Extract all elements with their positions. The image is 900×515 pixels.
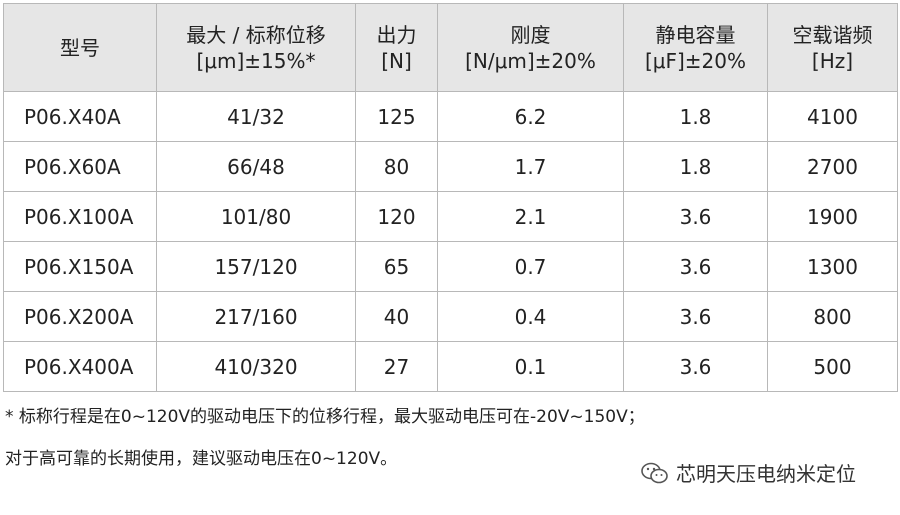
table-cell: 40 bbox=[355, 291, 438, 342]
footnote: * 标称行程是在0~120V的驱动电压下的位移行程，最大驱动电压可在-20V~1… bbox=[5, 407, 645, 427]
table-cell: 4100 bbox=[767, 91, 898, 142]
table-cell: 800 bbox=[767, 291, 898, 342]
table-body: P06.X40A 41/32 125 6.2 1.8 4100 P06.X60A 66/48 8… bbox=[3, 91, 898, 392]
header-text: 出力 bbox=[376, 22, 417, 47]
table-cell: 0.1 bbox=[437, 341, 624, 392]
table-cell: 0.7 bbox=[437, 241, 624, 292]
header-text: 空载谐频 bbox=[792, 22, 873, 47]
table-cell: 3.6 bbox=[623, 241, 768, 292]
spec-table: 型号 最大 / 标称位移 [μm]±15%* 出力 [N] 刚度 [N/μm]±20% 静电容… bbox=[3, 3, 898, 392]
header-cell: 静电容量 [μF]±20% bbox=[623, 3, 768, 92]
table-row: P06.X400A 410/320 27 0.1 3.6 500 bbox=[3, 341, 898, 392]
table-cell: P06.X60A bbox=[3, 141, 157, 192]
table-cell: 27 bbox=[355, 341, 438, 392]
table-cell: 500 bbox=[767, 341, 898, 392]
header-text: [μm]±15%* bbox=[196, 48, 316, 73]
header-text: [N] bbox=[381, 48, 412, 73]
header-text: 型号 bbox=[60, 35, 100, 60]
table-row: P06.X100A 101/80 120 2.1 3.6 1900 bbox=[3, 191, 898, 242]
table-cell: P06.X400A bbox=[3, 341, 157, 392]
table-cell: P06.X100A bbox=[3, 191, 157, 242]
table-row: P06.X200A 217/160 40 0.4 3.6 800 bbox=[3, 291, 898, 342]
header-text: [N/μm]±20% bbox=[465, 48, 596, 73]
table-cell: 410/320 bbox=[156, 341, 356, 392]
header-cell: 型号 bbox=[3, 3, 157, 92]
table-cell: 41/32 bbox=[156, 91, 356, 142]
table-cell: 3.6 bbox=[623, 291, 768, 342]
header-text: 刚度 bbox=[510, 22, 551, 47]
table-cell: 1900 bbox=[767, 191, 898, 242]
table-cell: 2.1 bbox=[437, 191, 624, 242]
table-cell: 217/160 bbox=[156, 291, 356, 342]
table-cell: 1.7 bbox=[437, 141, 624, 192]
table-cell: P06.X40A bbox=[3, 91, 157, 142]
table-cell: 3.6 bbox=[623, 341, 768, 392]
table-row: P06.X40A 41/32 125 6.2 1.8 4100 bbox=[3, 91, 898, 142]
header-cell: 最大 / 标称位移 [μm]±15%* bbox=[156, 3, 356, 92]
header-cell: 刚度 [N/μm]±20% bbox=[437, 3, 624, 92]
table-cell: 66/48 bbox=[156, 141, 356, 192]
header-text: 最大 / 标称位移 bbox=[186, 22, 326, 47]
header-text: [μF]±20% bbox=[644, 48, 747, 73]
header-cell: 出力 [N] bbox=[355, 3, 438, 92]
table-cell: 125 bbox=[355, 91, 438, 142]
header-cell: 空载谐频 [Hz] bbox=[767, 3, 898, 92]
table-cell: 157/120 bbox=[156, 241, 356, 292]
table-cell: P06.X200A bbox=[3, 291, 157, 342]
table-cell: 65 bbox=[355, 241, 438, 292]
table-cell: 120 bbox=[355, 191, 438, 242]
table-cell: 3.6 bbox=[623, 191, 768, 242]
table-cell: 2700 bbox=[767, 141, 898, 192]
footnote: 对于高可靠的长期使用，建议驱动电压在0~120V。 bbox=[5, 449, 398, 469]
wechat-icon bbox=[641, 462, 668, 483]
table-cell: 1.8 bbox=[623, 91, 768, 142]
table-cell: 101/80 bbox=[156, 191, 356, 242]
header-text: [Hz] bbox=[811, 48, 854, 73]
table-cell: 1300 bbox=[767, 241, 898, 292]
table-cell: 6.2 bbox=[437, 91, 624, 142]
table-row: P06.X60A 66/48 80 1.7 1.8 2700 bbox=[3, 141, 898, 192]
watermark: 芯明天压电纳米定位 bbox=[640, 458, 856, 487]
table-cell: 0.4 bbox=[437, 291, 624, 342]
table-cell: 80 bbox=[355, 141, 438, 192]
table-cell: 1.8 bbox=[623, 141, 768, 192]
watermark-text: 芯明天压电纳米定位 bbox=[676, 462, 856, 486]
table-cell: P06.X150A bbox=[3, 241, 157, 292]
header-text: 静电容量 bbox=[655, 22, 736, 47]
header-row: 型号 最大 / 标称位移 [μm]±15%* 出力 [N] 刚度 [N/μm]±20% 静电容… bbox=[3, 3, 898, 92]
table-row: P06.X150A 157/120 65 0.7 3.6 1300 bbox=[3, 241, 898, 292]
